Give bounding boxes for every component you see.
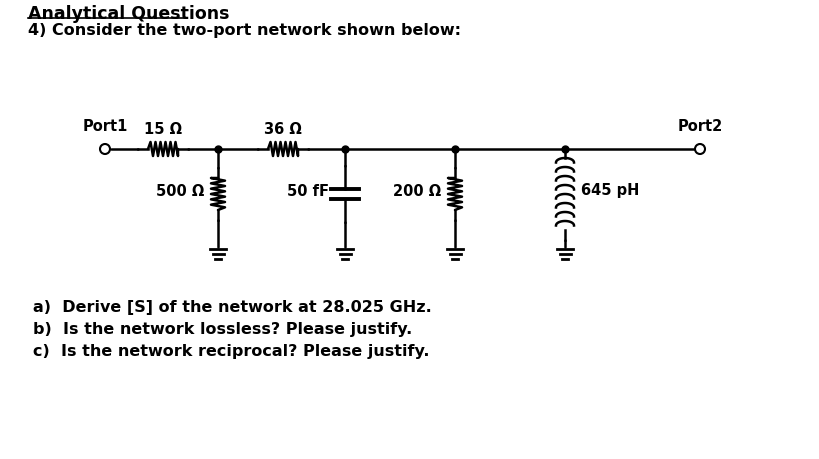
Text: Analytical Questions: Analytical Questions [28,5,229,23]
Text: 200 Ω: 200 Ω [393,183,441,198]
Text: 4) Consider the two-port network shown below:: 4) Consider the two-port network shown b… [28,23,461,38]
Text: 36 Ω: 36 Ω [264,122,302,137]
Text: a)  Derive [S] of the network at 28.025 GHz.: a) Derive [S] of the network at 28.025 G… [33,299,432,314]
Text: Port1: Port1 [83,119,128,134]
Text: 645 pH: 645 pH [581,183,640,198]
Text: 15 Ω: 15 Ω [144,122,182,137]
Text: b)  Is the network lossless? Please justify.: b) Is the network lossless? Please justi… [33,321,412,336]
Text: c)  Is the network reciprocal? Please justify.: c) Is the network reciprocal? Please jus… [33,343,429,358]
Text: Port2: Port2 [677,119,722,134]
Text: 500 Ω: 500 Ω [156,183,204,198]
Text: 50 fF: 50 fF [287,183,329,198]
